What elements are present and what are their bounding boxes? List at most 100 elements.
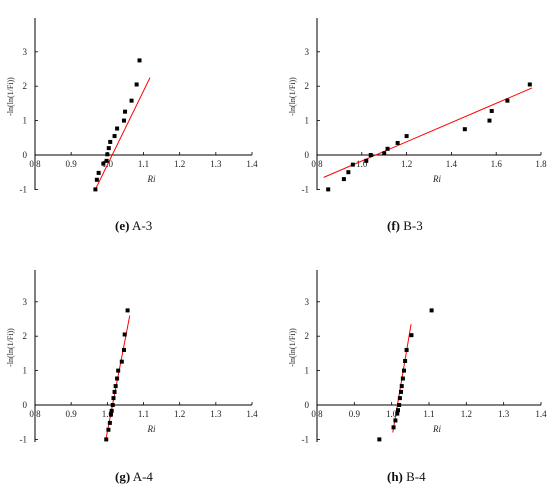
data-point — [96, 170, 101, 175]
y-tick-label: 2 — [305, 331, 310, 341]
data-point — [108, 139, 113, 144]
x-tick-label: 1.2 — [401, 159, 412, 169]
data-point — [137, 58, 142, 63]
y-tick-label: 2 — [305, 81, 310, 91]
chart-g: -1 0 1 2 3 0.8 0.9 1.0 1.1 1.2 1.3 1.4 Ri -ln(ln(1/Fi… — [6, 270, 258, 444]
data-point — [401, 368, 406, 373]
x-tick-label: 1.4 — [246, 159, 258, 169]
x-tick-label: 1.4 — [246, 409, 258, 419]
x-tick-label: 1.0 — [386, 409, 398, 419]
data-point — [377, 437, 382, 442]
y-tick-label: 0 — [305, 400, 310, 410]
data-point — [107, 420, 112, 425]
data-point — [429, 308, 434, 313]
y-tick-label: 2 — [23, 81, 28, 91]
data-point — [94, 177, 99, 182]
y-tick-label: -1 — [302, 434, 310, 444]
caption-g-name: A-4 — [132, 469, 153, 484]
data-point — [115, 126, 120, 131]
x-tick-label: 0.8 — [29, 409, 41, 419]
y-tick-label: 1 — [23, 116, 28, 126]
data-point — [368, 153, 373, 157]
y-tick-label: 3 — [23, 297, 28, 307]
y-tick-label: 0 — [23, 400, 28, 410]
x-tick-label: 1.4 — [446, 159, 458, 169]
x-tick-label: 1.8 — [535, 159, 547, 169]
x-axis-label: Ri — [147, 424, 156, 434]
x-tick-label: 1.2 — [174, 159, 185, 169]
data-point — [121, 118, 126, 123]
chart-e: -101230.80.91.01.11.21.31.4Ri-ln(ln(1/Fi… — [6, 18, 258, 194]
y-tick-label: -1 — [302, 184, 310, 194]
x-tick-label: 0.9 — [349, 409, 361, 419]
data-point — [396, 408, 401, 413]
x-tick-label: 1.3 — [210, 159, 222, 169]
y-axis-label: -ln(ln(1/Fi)) — [6, 328, 15, 367]
data-point — [105, 152, 110, 157]
chart-h: -1 0 1 2 3 0.8 0.9 1.0 1.1 1.2 1.3 1.4 Ri -ln(ln(1/Fi… — [288, 270, 547, 444]
x-tick-label: 1.2 — [174, 409, 185, 419]
data-point — [462, 127, 467, 132]
x-tick-label: 1.3 — [498, 409, 510, 419]
data-point — [409, 333, 414, 338]
data-point — [110, 403, 115, 407]
caption-e: (e) A-3 — [115, 218, 152, 234]
x-tick-label: 1.2 — [461, 409, 472, 419]
data-point — [122, 332, 127, 337]
data-point — [106, 146, 111, 151]
data-point — [393, 418, 398, 423]
x-tick-label: 0.9 — [66, 159, 78, 169]
data-point — [487, 118, 492, 123]
data-point — [364, 158, 369, 163]
data-point — [134, 82, 139, 87]
data-point — [116, 368, 121, 373]
y-tick-label: -1 — [20, 434, 28, 444]
y-tick-label: 3 — [23, 47, 28, 57]
x-axis-label: Ri — [432, 174, 441, 184]
data-point — [350, 162, 355, 167]
y-tick-label: 1 — [305, 366, 310, 376]
y-axis-label: -ln(ln(1/Fi)) — [6, 77, 15, 116]
x-tick-label: 0.9 — [66, 409, 78, 419]
data-point — [391, 425, 396, 430]
data-point — [505, 98, 510, 103]
x-tick-label: 1.4 — [535, 409, 547, 419]
data-point — [112, 134, 117, 139]
caption-h-name: B-4 — [406, 469, 426, 484]
data-point — [108, 412, 113, 417]
x-tick-label: 1.1 — [423, 409, 434, 419]
caption-g: (g) A-4 — [115, 469, 153, 485]
data-point — [125, 308, 130, 313]
x-tick-label: 0.8 — [311, 409, 323, 419]
data-point — [489, 108, 494, 113]
data-point — [113, 384, 118, 389]
data-point — [129, 98, 134, 103]
y-tick-label: 2 — [23, 331, 28, 341]
data-point — [404, 134, 409, 139]
data-point — [121, 347, 126, 352]
fit-line — [94, 77, 151, 190]
caption-e-name: A-3 — [131, 218, 153, 233]
x-tick-label: 1.6 — [491, 159, 503, 169]
data-point — [111, 396, 116, 401]
data-point — [104, 437, 109, 442]
x-tick-label: 1.0 — [356, 159, 368, 169]
data-point — [385, 146, 390, 151]
x-tick-label: 1.1 — [138, 159, 149, 169]
x-tick-label: 1.0 — [102, 409, 114, 419]
data-point — [115, 376, 120, 381]
data-point — [399, 389, 403, 394]
data-point — [104, 158, 109, 163]
data-point — [395, 411, 400, 416]
y-tick-label: 0 — [23, 150, 28, 160]
data-point — [112, 389, 117, 394]
caption-h: (h) B-4 — [387, 469, 426, 485]
x-tick-label: 0.8 — [29, 159, 41, 169]
fit-line — [323, 87, 533, 178]
data-point — [400, 376, 405, 381]
data-point — [382, 151, 387, 156]
data-point — [341, 177, 346, 182]
data-point — [93, 187, 98, 192]
y-tick-label: 1 — [305, 116, 310, 126]
